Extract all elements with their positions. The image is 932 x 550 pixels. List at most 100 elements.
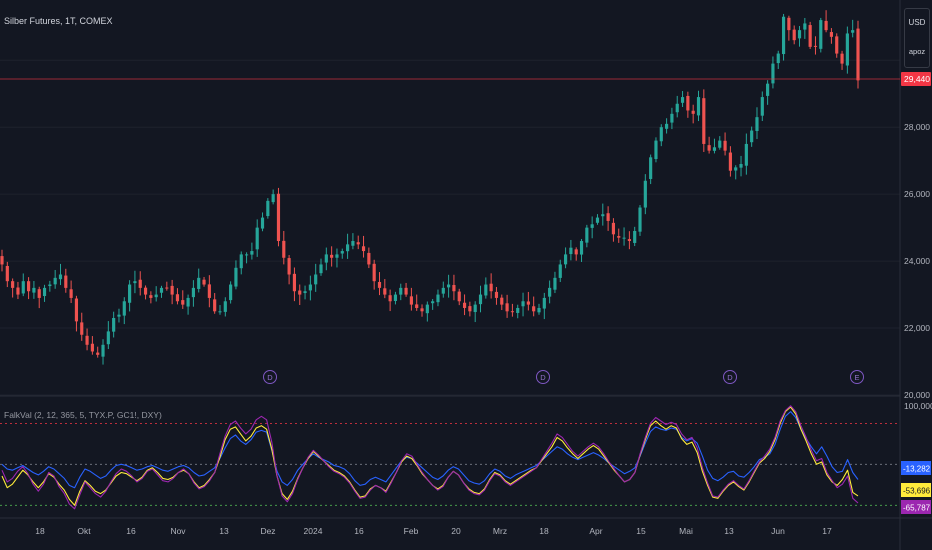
candle	[792, 29, 796, 41]
time-tick-label: Nov	[170, 526, 186, 536]
price-tick-label: 24,000	[904, 256, 930, 266]
candle	[244, 254, 249, 256]
candle	[510, 311, 514, 313]
time-axis[interactable]: 18 Okt 16 Nov 13 Dez 2024 16 Feb 20 Mrz 18 Apr 15 Mai 1…	[35, 526, 832, 536]
candle	[851, 30, 855, 33]
candle	[696, 97, 701, 116]
candle	[415, 304, 419, 308]
candle	[558, 264, 562, 278]
symbol-title[interactable]: Silber Futures, 1T, COMEX	[4, 16, 113, 26]
candle	[494, 291, 499, 298]
candle	[856, 28, 860, 81]
time-tick-label: 16	[126, 526, 136, 536]
time-tick-label: Dez	[260, 526, 275, 536]
candle	[627, 239, 631, 242]
candle	[797, 30, 802, 39]
candle	[303, 291, 307, 294]
candle	[824, 20, 828, 31]
candle	[484, 284, 488, 296]
dividend-icon[interactable]: D	[263, 370, 277, 384]
candle	[436, 294, 440, 303]
candle	[96, 352, 100, 355]
candle	[117, 314, 121, 317]
candle	[207, 284, 211, 298]
candle	[441, 287, 445, 294]
candle	[468, 306, 472, 312]
candle	[308, 284, 312, 291]
candle	[255, 227, 259, 250]
dividend-icon[interactable]: D	[536, 370, 550, 384]
time-tick-label: Mrz	[493, 526, 507, 536]
candle	[324, 254, 328, 263]
candle	[154, 294, 158, 298]
candle	[16, 287, 20, 295]
time-tick-label: Jun	[771, 526, 785, 536]
time-tick-label: 17	[822, 526, 832, 536]
candle	[388, 295, 392, 302]
candle	[346, 244, 350, 252]
candle	[505, 303, 509, 312]
candle	[670, 113, 674, 123]
candle	[606, 213, 610, 221]
candle	[202, 279, 206, 285]
indicator-series	[1, 405, 859, 510]
candle	[755, 117, 759, 132]
candle	[585, 227, 589, 243]
candle	[218, 311, 222, 313]
indicator-tick-label: 100,000	[904, 401, 932, 411]
candle	[292, 273, 297, 292]
indicator-axis[interactable]: 100,0000,000-13,282-53,696-65,787	[901, 401, 932, 514]
candle	[750, 130, 754, 143]
candle	[239, 254, 243, 269]
candle	[649, 157, 653, 179]
indicator-line	[1, 411, 859, 489]
candle	[680, 97, 685, 103]
indicator-label[interactable]: FalkVal (2, 12, 365, 5, TYX.P, GC1!, DXY…	[4, 410, 162, 420]
scale-mode-button[interactable]: apoz	[908, 47, 926, 56]
candle	[260, 217, 265, 229]
indicator-pane[interactable]	[0, 422, 900, 506]
time-tick-label: 15	[636, 526, 646, 536]
candle	[143, 287, 148, 295]
last-price-label: 29,440	[904, 74, 930, 84]
candle	[611, 222, 616, 235]
price-tick-label: 28,000	[904, 122, 930, 132]
dividend-icon[interactable]: D	[723, 370, 737, 384]
candle	[149, 295, 153, 298]
candle	[654, 140, 658, 160]
indicator-value-badge[interactable]	[901, 461, 931, 475]
candle	[0, 256, 4, 265]
candle	[638, 207, 642, 232]
candle	[191, 287, 195, 298]
candle	[702, 98, 706, 144]
price-axis[interactable]: 30,00028,00026,00024,00022,00020,00029,4…	[901, 55, 931, 400]
marker-glyph: D	[727, 373, 733, 382]
candle	[420, 308, 424, 312]
candle	[271, 194, 275, 203]
last-price-badge[interactable]	[901, 72, 931, 86]
time-tick-label: 18	[35, 526, 45, 536]
candle	[314, 274, 318, 285]
candle	[229, 284, 233, 301]
candle	[553, 277, 557, 290]
candle	[478, 294, 483, 305]
candle	[298, 290, 302, 295]
currency-button[interactable]: USD	[908, 18, 926, 27]
candle	[723, 140, 727, 151]
candle	[766, 83, 770, 96]
currency-scale-box[interactable]: USD apoz	[904, 8, 930, 68]
candle	[686, 95, 690, 111]
candle	[287, 258, 291, 275]
indicator-value-badge[interactable]	[901, 483, 931, 497]
time-tick-label: Feb	[404, 526, 419, 536]
indicator-value-badge[interactable]	[901, 500, 931, 514]
price-pane[interactable]	[0, 59, 900, 396]
candle	[829, 32, 834, 37]
candle	[377, 281, 382, 288]
candle	[181, 300, 185, 305]
earnings-icon[interactable]: E	[850, 370, 864, 384]
candle	[595, 217, 600, 223]
candle	[590, 224, 594, 228]
